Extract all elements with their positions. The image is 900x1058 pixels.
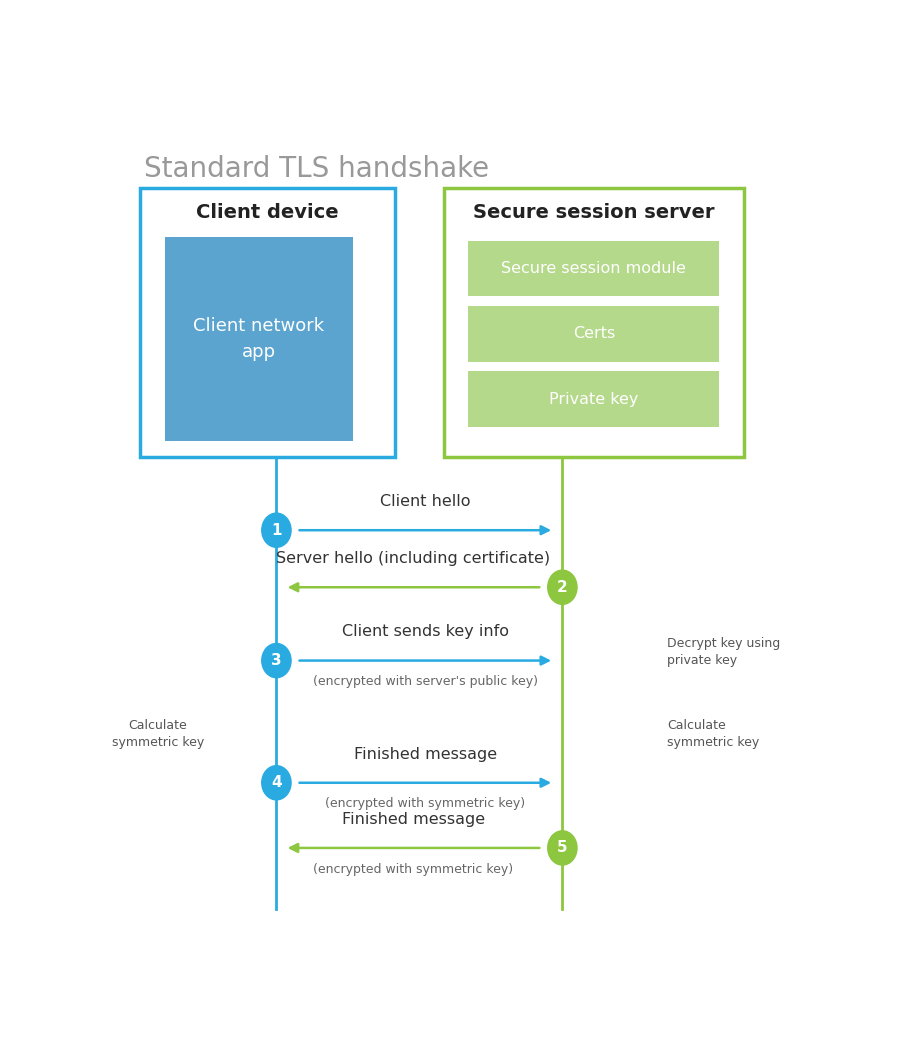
Circle shape <box>262 766 291 800</box>
Bar <box>468 371 719 426</box>
Text: Calculate
symmetric key: Calculate symmetric key <box>112 718 204 749</box>
Text: Server hello (including certificate): Server hello (including certificate) <box>276 551 551 566</box>
Circle shape <box>262 643 291 678</box>
Text: Private key: Private key <box>549 391 638 406</box>
Text: (encrypted with symmetric key): (encrypted with symmetric key) <box>313 862 514 876</box>
Text: Client device: Client device <box>196 203 339 222</box>
Text: 3: 3 <box>271 653 282 668</box>
Bar <box>165 237 353 440</box>
Text: Calculate
symmetric key: Calculate symmetric key <box>667 718 760 749</box>
Bar <box>140 188 395 457</box>
Text: Secure session module: Secure session module <box>501 261 686 276</box>
Circle shape <box>262 513 291 547</box>
Bar <box>468 241 719 296</box>
Text: Client hello: Client hello <box>380 494 471 509</box>
Text: 2: 2 <box>557 580 568 595</box>
Text: (encrypted with symmetric key): (encrypted with symmetric key) <box>325 798 526 810</box>
Text: Finished message: Finished message <box>342 811 485 826</box>
Text: 5: 5 <box>557 840 568 856</box>
Text: Decrypt key using
private key: Decrypt key using private key <box>667 637 780 668</box>
Text: 4: 4 <box>271 776 282 790</box>
Text: Finished message: Finished message <box>354 747 497 762</box>
Text: Secure session server: Secure session server <box>473 203 715 222</box>
Text: Standard TLS handshake: Standard TLS handshake <box>144 156 489 183</box>
Text: (encrypted with server's public key): (encrypted with server's public key) <box>313 675 538 688</box>
Text: Client sends key info: Client sends key info <box>342 624 508 639</box>
Circle shape <box>548 570 577 604</box>
Bar <box>468 306 719 362</box>
Text: Certs: Certs <box>572 326 615 342</box>
Text: Client network
app: Client network app <box>194 316 325 361</box>
Text: 1: 1 <box>271 523 282 537</box>
Bar <box>444 188 743 457</box>
Circle shape <box>548 831 577 865</box>
